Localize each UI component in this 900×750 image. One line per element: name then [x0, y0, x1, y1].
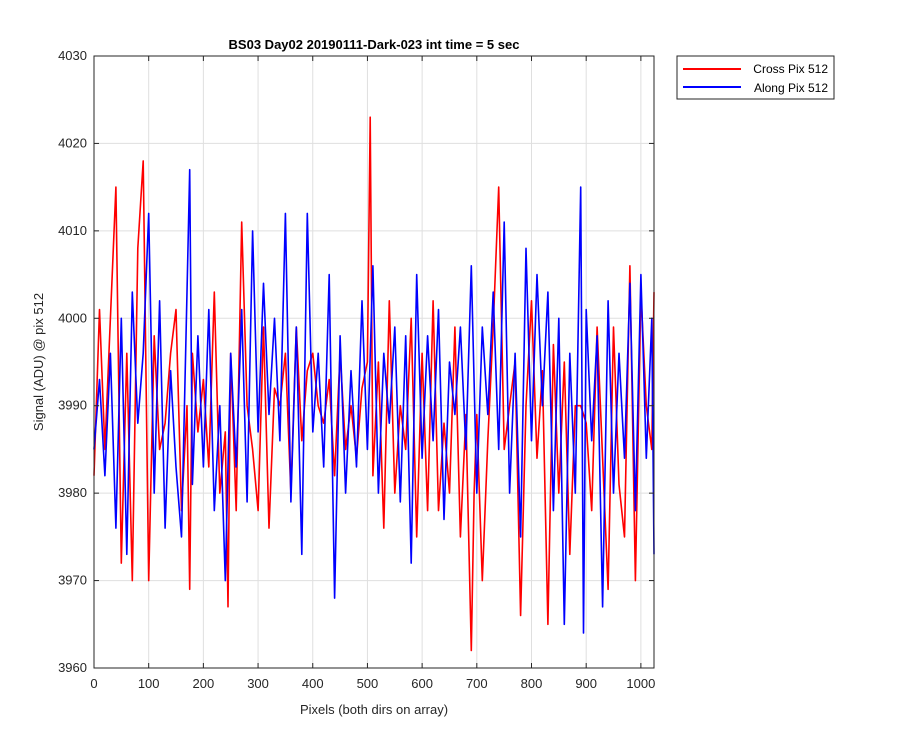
y-tick-label: 3980	[58, 485, 87, 500]
x-tick-label: 700	[466, 676, 488, 691]
x-tick-label: 400	[302, 676, 324, 691]
legend: Cross Pix 512 Along Pix 512	[676, 55, 835, 100]
x-tick-label: 1000	[626, 676, 655, 691]
series-line-along-pix-512	[93, 168, 655, 634]
x-tick-label: 800	[521, 676, 543, 691]
x-tick-label: 900	[575, 676, 597, 691]
plot-background	[94, 56, 654, 668]
x-axis-label: Pixels (both dirs on array)	[300, 702, 448, 717]
chart-title: BS03 Day02 20190111-Dark-023 int time = …	[229, 37, 520, 52]
legend-box	[676, 55, 835, 100]
y-tick-label: 4010	[58, 223, 87, 238]
x-tick-label: 600	[411, 676, 433, 691]
x-tick-label: 200	[193, 676, 215, 691]
y-tick-label: 3990	[58, 398, 87, 413]
y-tick-label: 3960	[58, 660, 87, 675]
y-tick-label: 4000	[58, 310, 87, 325]
x-tick-label: 300	[247, 676, 269, 691]
series-layer	[93, 116, 655, 652]
legend-label-cross: Cross Pix 512	[753, 62, 828, 76]
y-axis-label: Signal (ADU) @ pix 512	[31, 293, 46, 431]
x-tick-label: 0	[90, 676, 97, 691]
x-tick-label: 500	[357, 676, 379, 691]
legend-label-along: Along Pix 512	[754, 81, 828, 95]
ticks: 0 100 200 300 400 500 600 700 800 900 1000 3960 3970…	[58, 48, 655, 691]
y-tick-label: 4030	[58, 48, 87, 63]
plot-frame	[93, 55, 655, 669]
y-tick-label: 4020	[58, 135, 87, 150]
y-tick-label: 3970	[58, 573, 87, 588]
x-tick-label: 100	[138, 676, 160, 691]
